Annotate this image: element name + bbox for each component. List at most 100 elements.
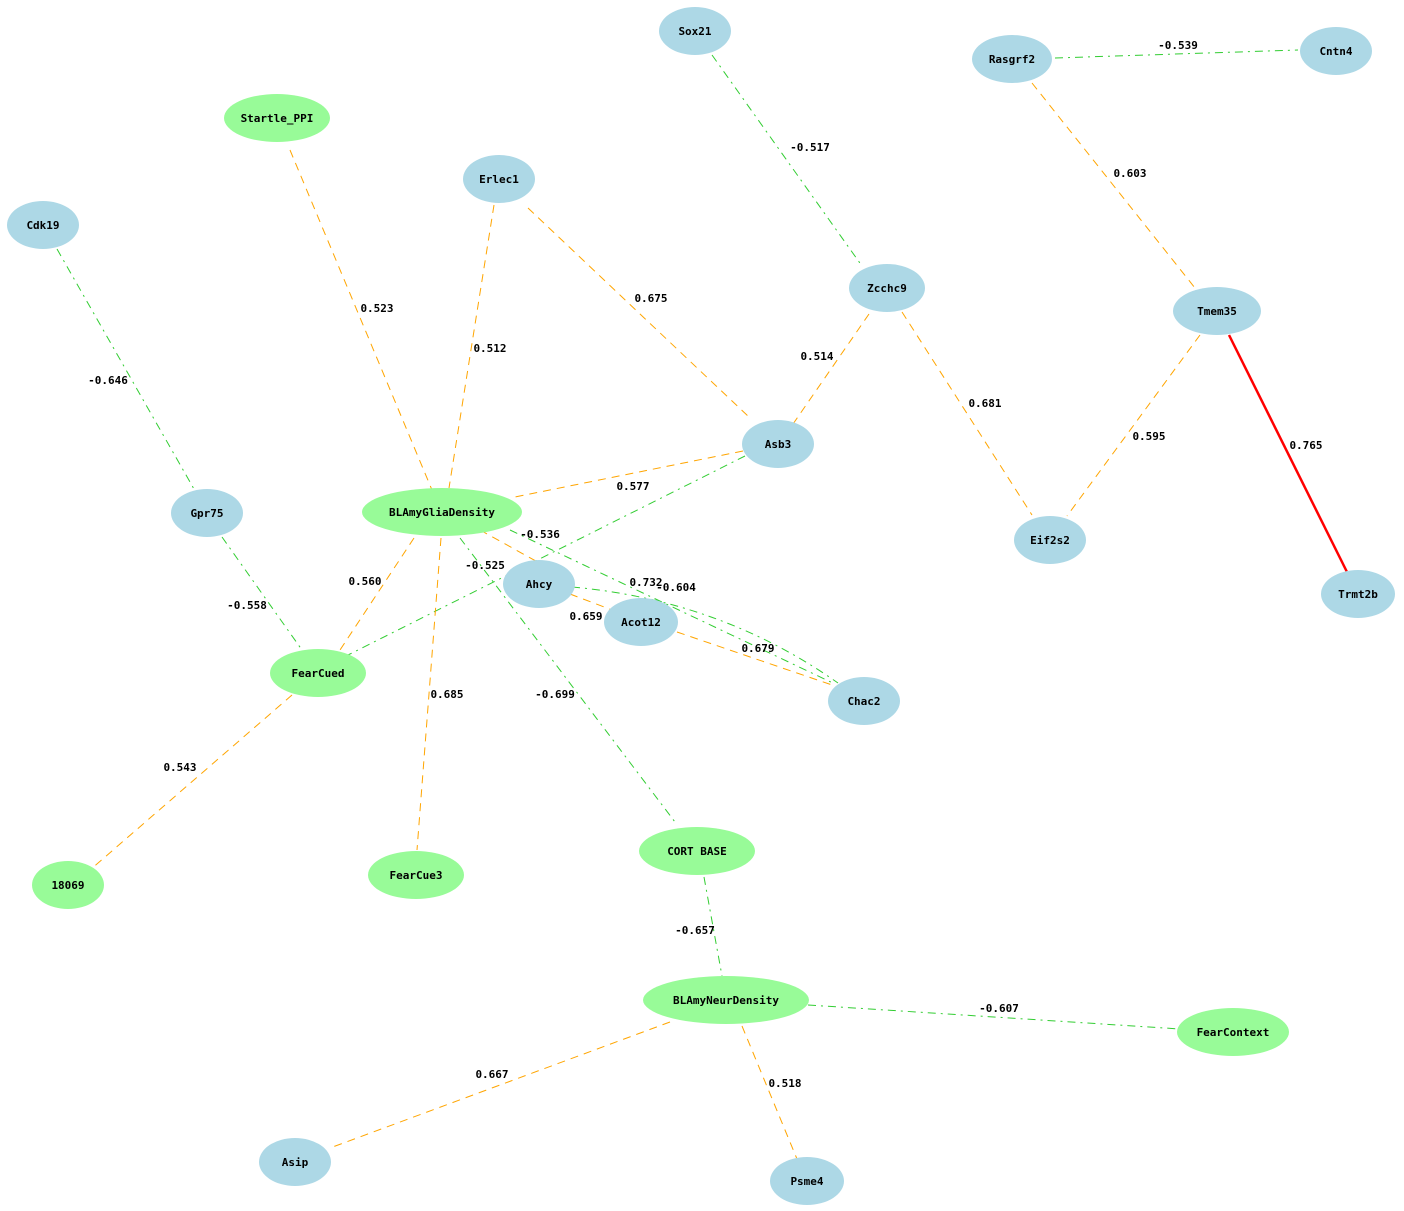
edge-BLAmyNeurDensity-Asip: 0.667 [329,1021,671,1149]
node-trmt2b[interactable]: Trmt2b [1321,570,1395,618]
phenotype-node-shape[interactable] [270,649,366,697]
node-gpr75[interactable]: Gpr75 [171,489,243,537]
node-ahcy[interactable]: Ahcy [503,560,575,608]
edge-weight-label: -0.604 [656,581,696,594]
edge-line [56,248,195,490]
node-startle_ppi[interactable]: Startle_PPI [224,94,330,142]
gene-node-shape[interactable] [849,264,925,312]
edge-Tmem35-Eif2s2: 0.595 [1066,334,1201,517]
gene-node-shape[interactable] [828,677,900,725]
edge-line [741,1025,798,1160]
node-blamygliadensity[interactable]: BLAmyGliaDensity [362,488,522,536]
node-cntn4[interactable]: Cntn4 [1300,27,1372,75]
edge-FearCued-18069: 0.543 [89,694,293,871]
node-fearcontext[interactable]: FearContext [1177,1008,1289,1056]
edge-weight-label: 0.667 [475,1068,508,1081]
edge-weight-label: -0.607 [979,1002,1019,1015]
node-cort_base[interactable]: CORT BASE [639,827,755,875]
edge-line [1227,334,1349,573]
node-eif2s2[interactable]: Eif2s2 [1014,516,1086,564]
edge-line [703,876,723,977]
edge-weight-label: 0.514 [800,350,833,363]
node-zcchc9[interactable]: Zcchc9 [849,264,925,312]
node-label: BLAmyNeurDensity [673,994,779,1007]
gene-node-shape[interactable] [7,201,79,249]
edge-weight-label: 0.595 [1132,430,1165,443]
edge-BLAmyNeurDensity-Psme4: 0.518 [741,1025,802,1160]
edge-line [509,529,836,685]
gene-node-shape[interactable] [1321,570,1395,618]
node-sox21[interactable]: Sox21 [659,7,731,55]
gene-node-shape[interactable] [259,1138,331,1186]
node-label: FearCue3 [390,869,443,882]
phenotype-node-shape[interactable] [639,827,755,875]
phenotype-node-shape[interactable] [32,861,104,909]
gene-node-shape[interactable] [1173,287,1261,335]
gene-node-shape[interactable] [463,155,535,203]
node-asb3[interactable]: Asb3 [742,420,814,468]
node-label: Zcchc9 [867,282,907,295]
edge-Asb3-BLAmyGliaDensity: 0.577 [509,450,744,499]
edge-Tmem35-Trmt2b: 0.765 [1227,334,1349,573]
node-label: Psme4 [790,1175,823,1188]
gene-node-shape[interactable] [503,560,575,608]
gene-node-shape[interactable] [1014,516,1086,564]
node-psme4[interactable]: Psme4 [770,1157,844,1205]
node-chac2[interactable]: Chac2 [828,677,900,725]
node-cdk19[interactable]: Cdk19 [7,201,79,249]
edge-line [569,593,613,611]
gene-node-shape[interactable] [972,35,1052,83]
edge-line [221,536,303,651]
edge-BLAmyGliaDensity-CORT_BASE: -0.699 [459,537,676,823]
phenotype-node-shape[interactable] [368,851,464,899]
edge-line [339,537,415,651]
phenotype-node-shape[interactable] [362,488,522,536]
node-label: CORT BASE [667,845,727,858]
edge-line [901,311,1033,516]
edge-line [711,54,863,267]
edge-Rasgrf2-Cntn4: -0.539 [1054,39,1299,59]
edge-weight-label: -0.517 [790,141,830,154]
gene-node-shape[interactable] [171,489,243,537]
node-fearcue3[interactable]: FearCue3 [368,851,464,899]
edge-line [509,450,744,499]
edge-BLAmyNeurDensity-FearContext: -0.607 [807,1002,1181,1030]
node-18069[interactable]: 18069 [32,861,104,909]
edge-line [329,1021,671,1149]
node-layer: Sox21 Rasgrf2 Cntn4 Startle_PPI Erlec1 Cdk19 Z… [7,7,1395,1205]
node-label: Erlec1 [479,173,519,186]
node-asip[interactable]: Asip [259,1138,331,1186]
node-label: Cdk19 [26,219,59,232]
node-tmem35[interactable]: Tmem35 [1173,287,1261,335]
edge-weight-label: 0.765 [1289,439,1322,452]
gene-node-shape[interactable] [770,1157,844,1205]
edge-line [571,586,839,684]
edge-Zcchc9-Asb3: 0.514 [792,313,870,425]
edge-Erlec1-BLAmyGliaDensity: 0.512 [448,204,507,489]
phenotype-node-shape[interactable] [224,94,330,142]
gene-node-shape[interactable] [659,7,731,55]
node-blamyneurdensity[interactable]: BLAmyNeurDensity [643,976,809,1024]
edge-weight-label: -0.539 [1158,39,1198,52]
edge-CORT_BASE-BLAmyNeurDensity: -0.657 [675,876,723,977]
node-fearcued[interactable]: FearCued [270,649,366,697]
node-rasgrf2[interactable]: Rasgrf2 [972,35,1052,83]
edge-weight-label: 0.518 [768,1077,801,1090]
node-label: Startle_PPI [241,112,314,125]
node-acot12[interactable]: Acot12 [604,598,678,646]
gene-node-shape[interactable] [742,420,814,468]
edge-Ahcy-Acot12: 0.659 [569,593,613,623]
phenotype-node-shape[interactable] [643,976,809,1024]
node-erlec1[interactable]: Erlec1 [463,155,535,203]
edge-weight-label: 0.560 [348,575,381,588]
phenotype-node-shape[interactable] [1177,1008,1289,1056]
edge-Gpr75-FearCued: -0.558 [221,536,303,651]
node-label: Rasgrf2 [989,53,1035,66]
gene-node-shape[interactable] [604,598,678,646]
edge-weight-label: 0.512 [473,342,506,355]
gene-node-shape[interactable] [1300,27,1372,75]
edge-weight-label: 0.681 [968,397,1001,410]
node-label: Ahcy [526,578,553,591]
edge-weight-label: 0.675 [634,292,667,305]
